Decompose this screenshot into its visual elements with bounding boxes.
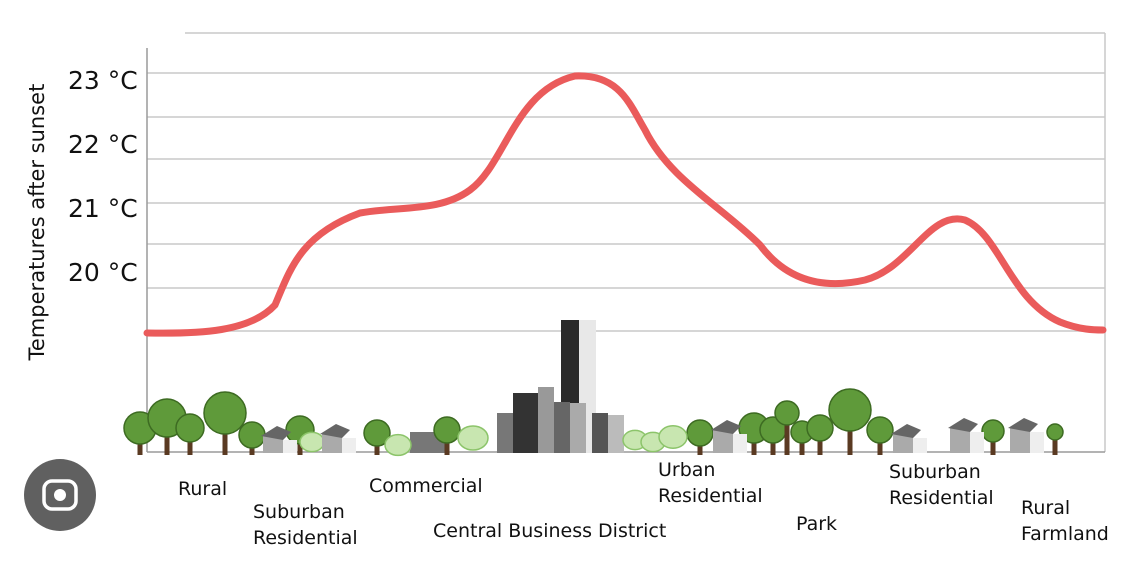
house-roof: [891, 424, 921, 438]
zone-label-line: Rural: [1021, 497, 1070, 519]
y-tick-label: 23 °C: [68, 66, 138, 95]
y-tick-label: 20 °C: [68, 258, 138, 287]
house-wall: [950, 428, 970, 453]
building: [554, 402, 570, 453]
temperature-curve: [143, 72, 1107, 337]
building: [497, 413, 515, 453]
zone-label: Suburban Residential: [889, 461, 994, 509]
tree-crown: [433, 416, 461, 444]
lens-icon[interactable]: [42, 479, 78, 511]
zone-label-line: Farmland: [1021, 523, 1109, 545]
tree-crown: [866, 416, 894, 444]
tree-trunk: [784, 413, 790, 455]
house-side: [1030, 432, 1044, 453]
tree-crown: [175, 413, 205, 443]
tree-crown: [828, 388, 872, 432]
zone-label-line: Central Business District: [433, 520, 666, 542]
scenery: [123, 320, 1064, 457]
zone-label: Commercial: [369, 475, 483, 497]
zone-label-line: Residential: [658, 485, 763, 507]
zone-label-line: Rural: [178, 478, 227, 500]
house-roof: [320, 424, 350, 438]
building: [608, 415, 624, 453]
zone-label-line: Urban: [658, 459, 715, 481]
zone-label: Central Business District: [433, 520, 666, 542]
bush: [658, 425, 688, 449]
tree-crown: [363, 419, 391, 447]
house-roof: [948, 418, 978, 432]
bush: [384, 433, 412, 457]
house-wall: [263, 436, 283, 453]
y-axis-title: Temperatures after sunset: [25, 84, 49, 362]
zone-label-line: Commercial: [369, 475, 483, 497]
house-roof: [1008, 418, 1038, 432]
bush: [457, 425, 489, 451]
tree-crown: [774, 400, 800, 426]
tree-crown: [1046, 423, 1064, 441]
zone-label-line: Suburban: [889, 461, 981, 483]
building: [538, 387, 554, 453]
house-roof: [261, 426, 291, 440]
building: [513, 393, 540, 453]
zone-label: Rural: [178, 478, 227, 500]
tree-crown: [806, 414, 834, 442]
house-side: [970, 432, 984, 453]
building: [570, 403, 586, 453]
house-roof: [711, 420, 741, 434]
y-tick-label: 21 °C: [68, 194, 138, 223]
y-tick-label: 22 °C: [68, 130, 138, 159]
house-side: [283, 440, 297, 453]
building: [592, 413, 608, 453]
house-side: [342, 438, 356, 453]
bush: [299, 431, 325, 453]
zone-label: Suburban Residential: [253, 501, 358, 549]
tree-trunk: [847, 410, 853, 455]
house-wall: [322, 434, 342, 453]
zone-label-line: Suburban: [253, 501, 345, 523]
zone-label-line: Residential: [253, 527, 358, 549]
house-side: [913, 438, 927, 453]
house-wall: [893, 434, 913, 453]
zone-label: Park: [796, 513, 837, 535]
zone-labels: Rural Suburban Residential Commercial Centra…: [178, 459, 1109, 549]
house-wall: [713, 430, 733, 453]
tree-crown: [203, 391, 247, 435]
tree-trunk: [1052, 432, 1058, 455]
house-side: [733, 434, 747, 453]
lens-icon-dot[interactable]: [54, 489, 66, 501]
house-wall: [1010, 428, 1030, 453]
tree-trunk: [990, 431, 996, 455]
tree-crown: [981, 419, 1005, 443]
zone-label-line: Park: [796, 513, 837, 535]
lens-button[interactable]: [24, 459, 96, 531]
tree-crown: [238, 421, 266, 449]
zone-label-line: Residential: [889, 487, 994, 509]
tree-crown: [686, 419, 714, 447]
zone-label: Rural Farmland: [1021, 497, 1109, 545]
zone-label: Urban Residential: [658, 459, 763, 507]
